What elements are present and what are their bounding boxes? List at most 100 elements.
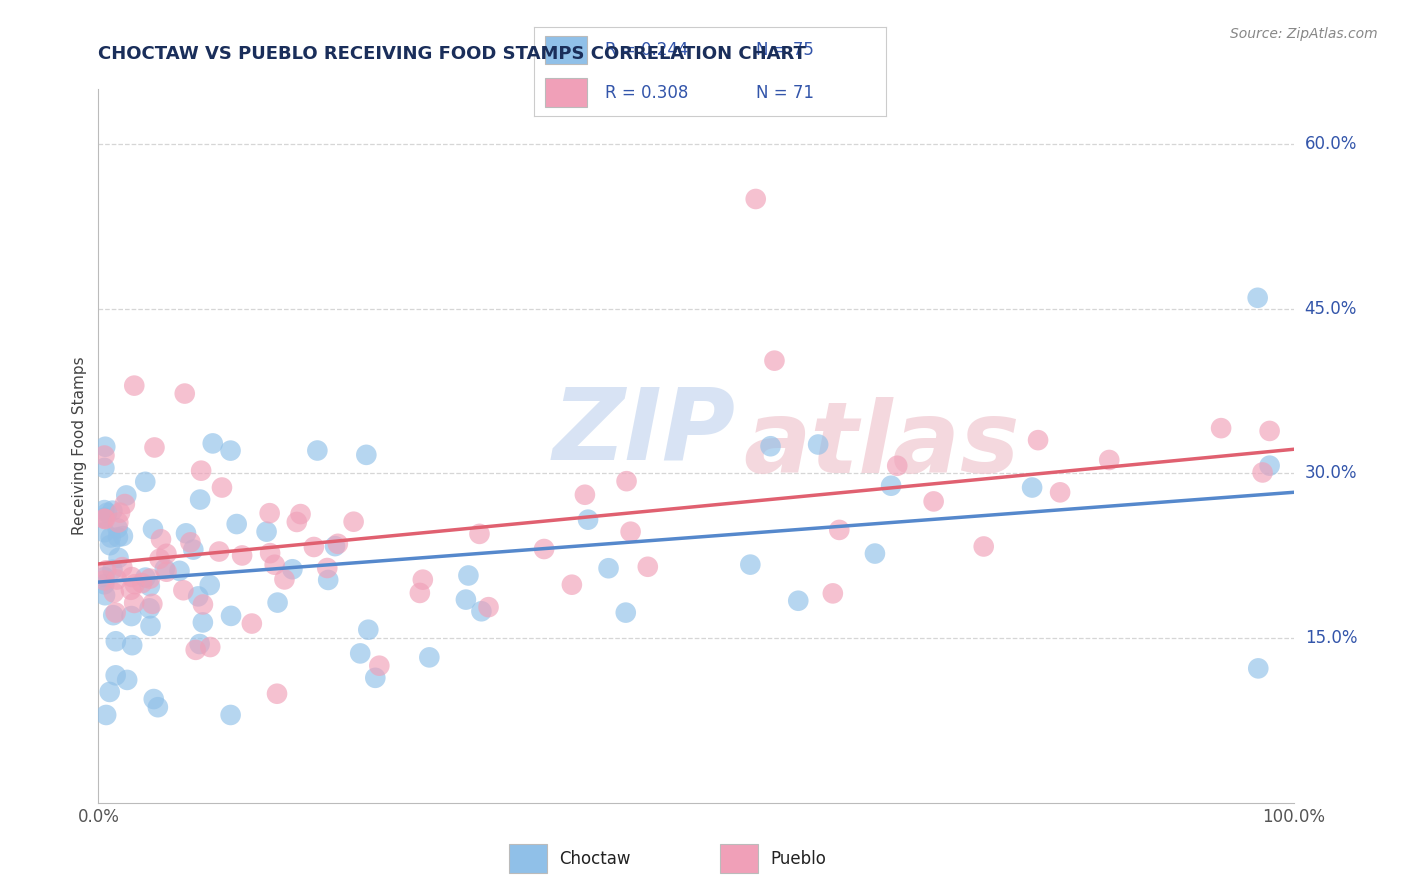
- Text: atlas: atlas: [744, 398, 1021, 494]
- Point: [107, 516, 129, 530]
- Point: [1021, 481, 1043, 495]
- Point: [637, 559, 659, 574]
- Point: [973, 540, 995, 554]
- Point: [94, 588, 117, 602]
- Point: [316, 573, 339, 587]
- Point: [107, 521, 129, 535]
- Point: [153, 562, 176, 576]
- Point: [259, 546, 281, 560]
- Point: [181, 542, 204, 557]
- Bar: [544, 36, 586, 64]
- Point: [266, 687, 288, 701]
- Point: [208, 544, 231, 558]
- Point: [179, 535, 201, 549]
- Point: [104, 634, 127, 648]
- Text: 45.0%: 45.0%: [1305, 300, 1357, 318]
- Point: [93, 461, 115, 475]
- Point: [148, 551, 170, 566]
- Point: [1209, 421, 1232, 435]
- Point: [457, 568, 479, 582]
- Point: [922, 494, 945, 508]
- Point: [343, 515, 366, 529]
- Point: [96, 708, 118, 723]
- Point: [107, 550, 129, 565]
- Point: [1247, 661, 1270, 675]
- Point: [134, 475, 156, 489]
- Point: [104, 606, 127, 620]
- Point: [201, 436, 224, 450]
- Point: [409, 586, 432, 600]
- Point: [120, 582, 142, 597]
- Point: [111, 529, 134, 543]
- Point: [115, 673, 138, 687]
- Point: [259, 506, 281, 520]
- Point: [184, 643, 207, 657]
- Point: [307, 443, 329, 458]
- Point: [326, 537, 349, 551]
- Point: [1258, 424, 1281, 438]
- Point: [173, 386, 195, 401]
- Point: [349, 647, 371, 661]
- Text: 30.0%: 30.0%: [1305, 465, 1357, 483]
- Point: [1026, 433, 1049, 447]
- Point: [219, 608, 242, 623]
- Text: N = 71: N = 71: [756, 84, 814, 102]
- Point: [368, 658, 391, 673]
- Point: [114, 497, 136, 511]
- Point: [745, 192, 768, 206]
- Point: [240, 616, 263, 631]
- Point: [141, 597, 163, 611]
- Point: [412, 573, 434, 587]
- Point: [468, 527, 491, 541]
- Point: [574, 488, 596, 502]
- Point: [1098, 453, 1121, 467]
- Point: [101, 563, 124, 577]
- Point: [93, 511, 115, 525]
- Point: [357, 623, 380, 637]
- Text: R = 0.308: R = 0.308: [605, 84, 688, 102]
- Point: [108, 506, 131, 520]
- Bar: [544, 78, 586, 107]
- Point: [169, 564, 191, 578]
- Point: [121, 570, 143, 584]
- Point: [614, 606, 637, 620]
- Point: [190, 464, 212, 478]
- Text: Pueblo: Pueblo: [770, 849, 827, 868]
- Point: [266, 596, 288, 610]
- Point: [828, 523, 851, 537]
- Point: [807, 437, 830, 451]
- Point: [188, 492, 211, 507]
- Point: [94, 512, 117, 526]
- Point: [763, 353, 786, 368]
- Point: [188, 637, 211, 651]
- Bar: [509, 844, 547, 873]
- Point: [124, 577, 146, 591]
- Point: [418, 650, 440, 665]
- Point: [107, 530, 129, 544]
- Point: [100, 531, 122, 545]
- Point: [115, 488, 138, 502]
- Text: ZIP: ZIP: [553, 384, 735, 480]
- Point: [1049, 485, 1071, 500]
- Point: [598, 561, 620, 575]
- Point: [172, 583, 194, 598]
- Point: [124, 378, 146, 392]
- Point: [139, 579, 162, 593]
- Point: [620, 524, 643, 539]
- Point: [103, 608, 125, 623]
- Point: [281, 562, 304, 576]
- Point: [105, 573, 128, 587]
- Point: [93, 570, 115, 584]
- Point: [231, 549, 253, 563]
- Text: 60.0%: 60.0%: [1305, 135, 1357, 153]
- Point: [98, 538, 121, 552]
- Y-axis label: Receiving Food Stamps: Receiving Food Stamps: [72, 357, 87, 535]
- Point: [138, 601, 160, 615]
- Point: [146, 700, 169, 714]
- Point: [142, 522, 165, 536]
- Point: [155, 565, 177, 579]
- Point: [285, 515, 308, 529]
- Point: [191, 615, 214, 630]
- Point: [1251, 466, 1274, 480]
- Point: [740, 558, 762, 572]
